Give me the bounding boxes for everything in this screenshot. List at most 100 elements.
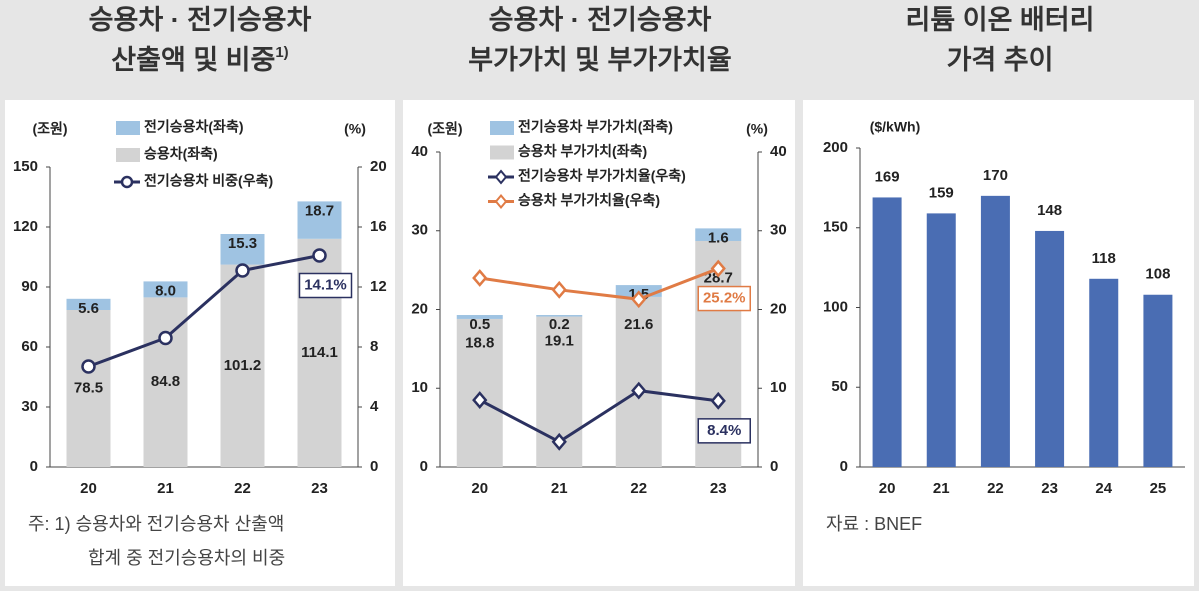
x-tick-label: 23 <box>311 480 328 497</box>
y-unit: ($/kWh) <box>870 119 921 135</box>
note: 주: 1) 승용차와 전기승용차 산출액 <box>28 514 284 534</box>
y2-tick-label: 4 <box>370 398 379 415</box>
x-tick-label: 23 <box>710 480 727 497</box>
line-marker <box>631 290 647 309</box>
y-tick-label: 150 <box>13 158 38 175</box>
chart-title: 산출액 및 비중1) <box>111 44 288 75</box>
legend-label: 전기승용차 부가가치(좌축) <box>518 119 673 135</box>
x-tick-label: 21 <box>157 480 174 497</box>
y-tick-label: 0 <box>840 458 848 475</box>
bar-segment <box>143 281 188 298</box>
line <box>479 267 719 301</box>
legend-marker <box>120 175 134 189</box>
value-label: 118 <box>1092 250 1116 267</box>
value-label: 1.6 <box>708 229 729 246</box>
value-label: 78.5 <box>74 379 103 396</box>
line-marker <box>710 391 726 410</box>
legend-swatch <box>490 121 514 135</box>
value-label: 28.7 <box>704 270 733 287</box>
bar-segment <box>220 264 265 467</box>
bar-segment <box>297 201 342 239</box>
x-tick-label: 24 <box>1095 480 1112 497</box>
line-marker <box>551 432 567 451</box>
x-tick-label: 22 <box>234 480 251 497</box>
line-marker <box>472 269 488 287</box>
line-marker <box>551 280 567 299</box>
value-label: 15.3 <box>228 235 257 252</box>
y-tick-label: 150 <box>823 219 848 236</box>
chart-title: 부가가치 및 부가가치율 <box>468 45 731 75</box>
chart-title: 가격 추이 <box>947 45 1054 75</box>
line <box>479 389 719 444</box>
value-label: 101.2 <box>224 357 262 374</box>
bar <box>1089 278 1119 467</box>
x-tick-label: 22 <box>987 480 1004 497</box>
y2-tick-label: 8 <box>370 338 378 355</box>
bar-segment <box>456 315 503 319</box>
y-tick-label: 50 <box>831 378 848 395</box>
legend-swatch <box>116 121 140 135</box>
y2-tick-label: 0 <box>770 458 778 475</box>
chart-title: 승용차 · 전기승용차 <box>89 5 312 35</box>
legend-marker <box>494 169 508 185</box>
value-label: 8.0 <box>155 282 176 299</box>
label-box <box>697 285 751 312</box>
value-label: 169 <box>875 168 900 185</box>
line-marker <box>472 391 488 409</box>
x-tick-label: 20 <box>80 480 97 497</box>
value-label: 19.1 <box>545 333 574 350</box>
legend-marker <box>494 193 508 210</box>
title-note: 1) <box>275 44 288 61</box>
y-tick-label: 0 <box>420 458 428 475</box>
legend-swatch <box>116 148 140 162</box>
bar <box>1143 294 1173 467</box>
bar-segment <box>220 234 265 265</box>
label-box <box>697 418 751 444</box>
value-label: 114.1 <box>301 344 338 361</box>
y-tick-label: 90 <box>21 278 38 295</box>
bar <box>926 213 956 467</box>
y2-unit: (%) <box>344 121 366 137</box>
bar <box>872 197 902 467</box>
note: 합계 중 전기승용차의 비중 <box>88 548 285 568</box>
line-marker <box>710 259 726 278</box>
x-tick-label: 20 <box>471 480 488 497</box>
y2-tick-label: 16 <box>370 218 387 235</box>
y-unit: (조원) <box>32 121 67 137</box>
y-tick-label: 20 <box>411 300 428 317</box>
value-label: 5.6 <box>78 300 99 317</box>
y-tick-label: 200 <box>823 139 848 156</box>
label-box <box>298 272 353 299</box>
y-tick-label: 120 <box>13 218 38 235</box>
line-marker <box>631 381 647 400</box>
chart-title: 승용차 · 전기승용차 <box>489 5 712 35</box>
legend-label: 승용차 부가가치율(우축) <box>518 192 660 208</box>
line-value-label: 14.1% <box>304 276 347 293</box>
y-tick-label: 100 <box>823 298 848 315</box>
value-label: 108 <box>1145 266 1170 283</box>
legend-label: 전기승용차 비중(우축) <box>144 173 273 189</box>
x-tick-label: 23 <box>1041 480 1058 497</box>
x-tick-label: 21 <box>933 480 950 497</box>
legend-label: 전기승용차 부가가치율(우축) <box>518 168 686 184</box>
value-label: 18.7 <box>305 202 334 219</box>
value-label: 18.8 <box>465 335 494 352</box>
value-label: 159 <box>929 184 954 201</box>
y-unit: (조원) <box>427 121 462 137</box>
line-value-label: 25.2% <box>703 290 746 307</box>
bar-segment <box>536 315 583 317</box>
y2-unit: (%) <box>746 121 768 137</box>
legend-label: 승용차 부가가치(좌축) <box>518 143 647 159</box>
bar-segment <box>66 298 111 310</box>
value-label: 170 <box>983 167 1008 184</box>
y-tick-label: 10 <box>411 379 428 396</box>
chart-title: 리튬 이온 배터리 <box>906 5 1095 35</box>
y-tick-label: 30 <box>21 398 38 415</box>
value-label: 0.2 <box>549 316 570 333</box>
value-label: 0.5 <box>469 316 490 333</box>
x-tick-label: 22 <box>630 480 647 497</box>
value-label: 84.8 <box>151 373 180 390</box>
line-marker <box>312 248 327 263</box>
legend-label: 전기승용차(좌축) <box>144 119 243 135</box>
legend-swatch <box>490 145 514 160</box>
